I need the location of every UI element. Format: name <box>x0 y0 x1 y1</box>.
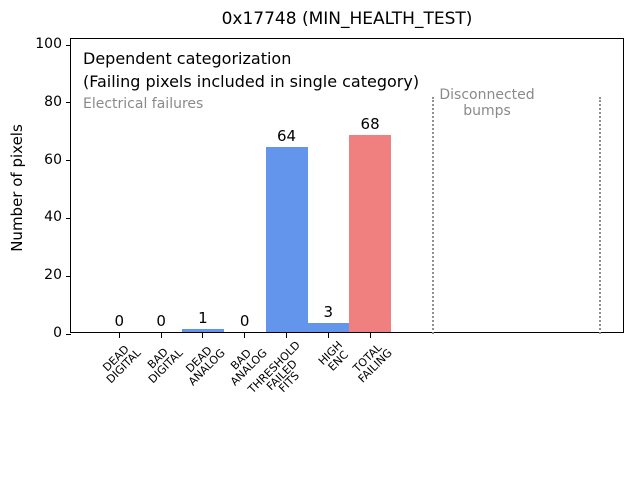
x-tick-label: TOTAL FAILING <box>350 341 395 386</box>
x-tick-mark <box>202 333 204 338</box>
y-tick-label: 60 <box>44 151 62 168</box>
bar <box>307 323 350 332</box>
x-tick-label: BAD DIGITAL <box>145 345 186 386</box>
bar <box>181 329 224 332</box>
bar <box>349 135 392 332</box>
y-tick-mark <box>66 333 71 335</box>
y-tick-label: 80 <box>44 93 62 110</box>
bar-value-label: 3 <box>323 303 334 321</box>
x-tick-mark <box>160 333 162 338</box>
disconnected-bumps-vline <box>431 97 434 334</box>
bar <box>265 147 308 332</box>
y-tick-mark <box>66 275 71 277</box>
x-tick-mark <box>244 333 246 338</box>
bar-value-label: 64 <box>276 127 297 145</box>
bar-value-label: 0 <box>114 312 125 330</box>
bar-value-label: 1 <box>198 309 208 327</box>
annotation-failing-pixels: (Failing pixels included in single categ… <box>83 72 420 91</box>
y-tick-mark <box>66 160 71 162</box>
y-tick-mark <box>66 217 71 219</box>
annotation-electrical-failures: Electrical failures <box>83 96 204 112</box>
bar-value-label: 0 <box>156 312 166 330</box>
chart-title: 0x17748 (MIN_HEALTH_TEST) <box>221 9 473 29</box>
x-tick-mark <box>286 333 287 338</box>
x-tick-mark <box>327 333 329 338</box>
x-tick-label: DEAD DIGITAL <box>100 342 144 386</box>
y-tick-mark <box>66 102 71 104</box>
y-tick-label: 20 <box>44 267 62 284</box>
x-tick-label: HIGH ENC <box>315 338 351 374</box>
bar-value-label: 0 <box>239 312 250 330</box>
x-tick-mark <box>369 333 371 338</box>
y-tick-label: 0 <box>53 325 62 341</box>
plot-area: Dependent categorization (Failing pixels… <box>66 38 624 338</box>
y-tick-label: 100 <box>35 36 62 52</box>
annotation-disconnected-bumps: Disconnected bumps <box>439 87 535 119</box>
x-tick-label: DEAD ANALOG <box>183 343 228 388</box>
y-tick-label: 40 <box>44 209 62 226</box>
annotation-dependent-categorization: Dependent categorization <box>83 49 292 68</box>
y-tick-mark <box>66 44 71 46</box>
bar-value-label: 68 <box>360 115 380 133</box>
x-tick-mark <box>118 333 120 338</box>
y-axis-label: Number of pixels <box>8 124 26 252</box>
disconnected-bumps-vline <box>599 97 601 334</box>
